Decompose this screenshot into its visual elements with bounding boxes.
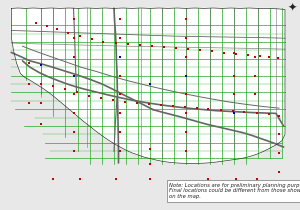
Text: Note: Locations are for preliminary planning purposes only.
Final locations coul: Note: Locations are for preliminary plan… bbox=[169, 183, 300, 199]
Text: ✦: ✦ bbox=[287, 2, 297, 12]
Polygon shape bbox=[11, 8, 285, 163]
